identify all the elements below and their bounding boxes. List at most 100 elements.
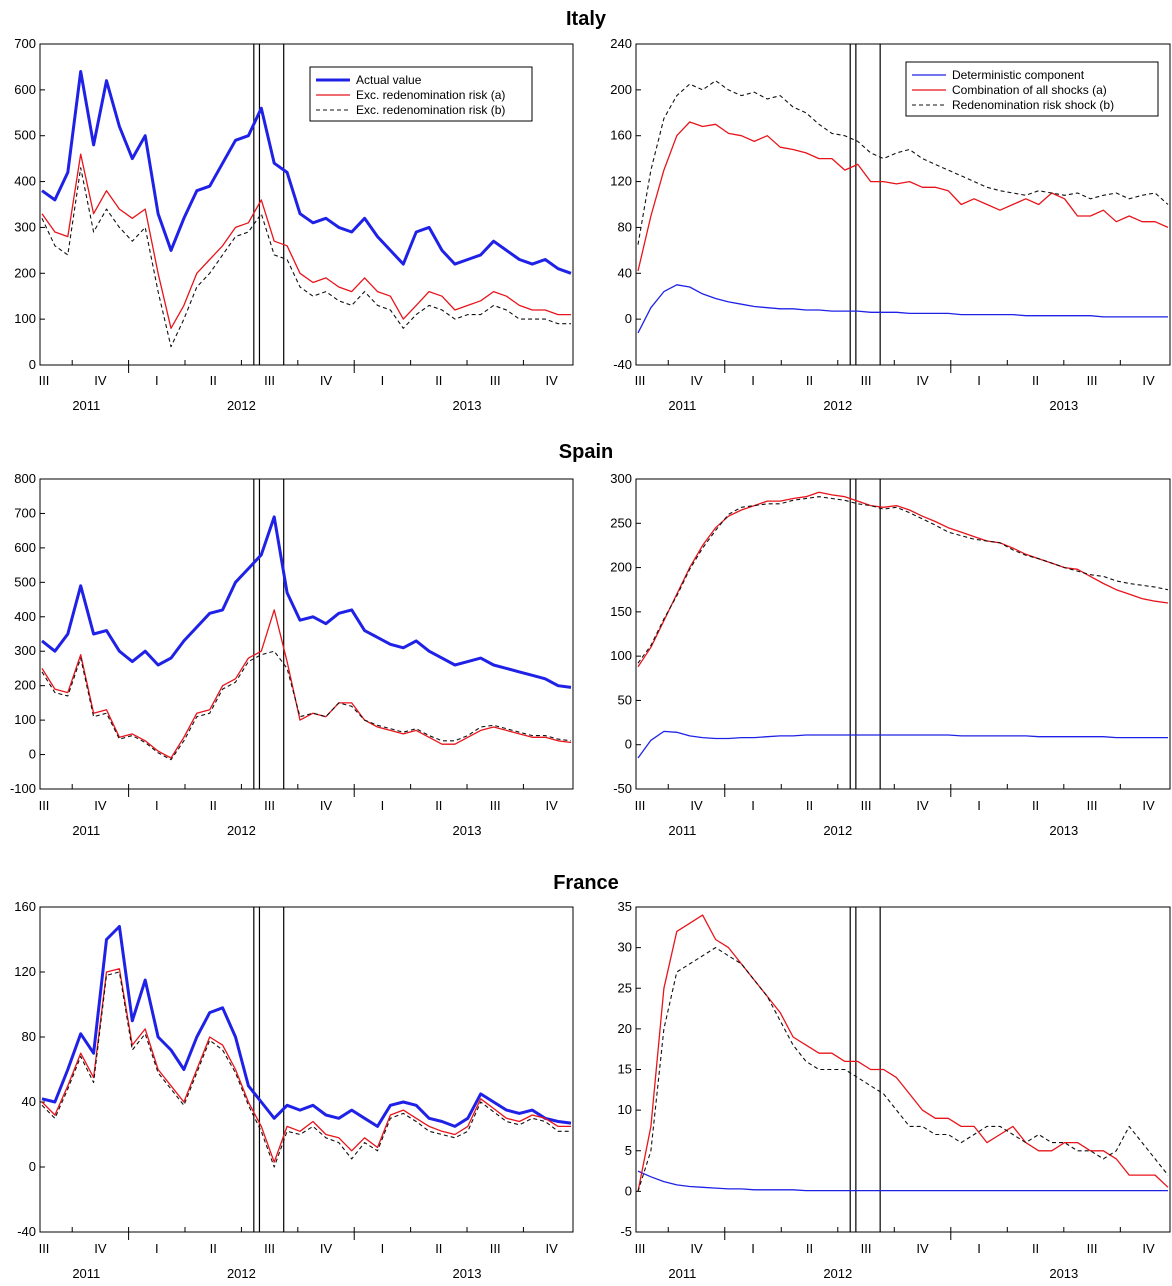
x-quarter-label: I bbox=[977, 373, 981, 388]
series-line-0 bbox=[637, 284, 1168, 334]
x-quarter-label: IV bbox=[320, 1241, 333, 1256]
x-quarter-label: I bbox=[751, 373, 755, 388]
x-quarter-label: IV bbox=[690, 1241, 703, 1256]
x-quarter-label: I bbox=[751, 1241, 755, 1256]
y-tick-label: 200 bbox=[610, 560, 632, 575]
x-year-label: 2013 bbox=[453, 1266, 482, 1281]
y-tick-label: 120 bbox=[610, 174, 632, 189]
x-quarter-label: IV bbox=[916, 373, 929, 388]
x-year-label: 2013 bbox=[1049, 398, 1078, 413]
y-tick-label: -40 bbox=[17, 1224, 36, 1239]
series-line-0 bbox=[41, 70, 572, 275]
row-title-italy: Italy bbox=[565, 8, 607, 30]
y-tick-label: 40 bbox=[22, 1094, 36, 1109]
y-tick-label: 250 bbox=[610, 515, 632, 530]
y-tick-label: 500 bbox=[14, 574, 36, 589]
x-quarter-label: IV bbox=[916, 1241, 929, 1256]
x-year-label: 2012 bbox=[227, 1266, 256, 1281]
y-tick-label: 25 bbox=[618, 980, 632, 995]
y-tick-label: 500 bbox=[14, 128, 36, 143]
x-quarter-label: IV bbox=[545, 1241, 558, 1256]
y-tick-label: 160 bbox=[14, 899, 36, 914]
x-quarter-label: III bbox=[264, 798, 275, 813]
legend-label: Redenomination risk shock (b) bbox=[952, 98, 1114, 112]
x-quarter-label: I bbox=[381, 798, 385, 813]
x-quarter-label: III bbox=[635, 1241, 646, 1256]
x-quarter-label: II bbox=[806, 798, 813, 813]
x-quarter-label: III bbox=[635, 373, 646, 388]
x-quarter-label: IV bbox=[94, 1241, 107, 1256]
x-quarter-label: IV bbox=[94, 798, 107, 813]
y-tick-label: 5 bbox=[625, 1143, 632, 1158]
x-quarter-label: IV bbox=[320, 798, 333, 813]
series-line-2 bbox=[41, 167, 571, 348]
y-tick-label: 100 bbox=[14, 311, 36, 326]
y-tick-label: 80 bbox=[618, 219, 632, 234]
x-quarter-label: III bbox=[861, 373, 872, 388]
x-quarter-label: III bbox=[264, 1241, 275, 1256]
y-tick-label: 160 bbox=[610, 128, 632, 143]
y-tick-label: 400 bbox=[14, 609, 36, 624]
y-tick-label: 0 bbox=[29, 747, 36, 762]
x-year-label: 2013 bbox=[1049, 1266, 1078, 1281]
x-quarter-label: III bbox=[490, 373, 501, 388]
series-line-1 bbox=[637, 491, 1169, 668]
x-quarter-label: III bbox=[635, 798, 646, 813]
series-line-2 bbox=[41, 971, 571, 1168]
x-quarter-label: II bbox=[210, 798, 217, 813]
y-tick-label: 0 bbox=[625, 737, 632, 752]
x-quarter-label: IV bbox=[1142, 373, 1155, 388]
x-year-label: 2012 bbox=[227, 823, 256, 838]
x-quarter-label: IV bbox=[1142, 798, 1155, 813]
y-tick-label: 0 bbox=[625, 311, 632, 326]
x-year-label: 2011 bbox=[668, 823, 696, 838]
y-tick-label: 600 bbox=[14, 82, 36, 97]
y-tick-label: 200 bbox=[610, 82, 632, 97]
x-quarter-label: II bbox=[1032, 373, 1039, 388]
y-tick-label: 700 bbox=[14, 36, 36, 51]
y-tick-label: 200 bbox=[14, 265, 36, 280]
y-tick-label: 300 bbox=[14, 219, 36, 234]
x-quarter-label: III bbox=[39, 798, 50, 813]
x-quarter-label: I bbox=[751, 798, 755, 813]
x-quarter-label: IV bbox=[94, 373, 107, 388]
x-year-label: 2012 bbox=[823, 823, 852, 838]
x-quarter-label: II bbox=[210, 373, 217, 388]
y-tick-label: 80 bbox=[22, 1029, 36, 1044]
plot-frame bbox=[39, 906, 574, 1233]
y-tick-label: 20 bbox=[618, 1021, 632, 1036]
x-quarter-label: IV bbox=[1142, 1241, 1155, 1256]
y-tick-label: 300 bbox=[14, 643, 36, 658]
y-tick-label: 35 bbox=[618, 899, 632, 914]
x-quarter-label: II bbox=[435, 798, 442, 813]
plot-frame bbox=[635, 478, 1171, 790]
x-quarter-label: III bbox=[861, 798, 872, 813]
y-tick-label: 240 bbox=[610, 36, 632, 51]
series-line-0 bbox=[41, 515, 572, 689]
x-quarter-label: IV bbox=[690, 373, 703, 388]
y-tick-label: 0 bbox=[29, 1159, 36, 1174]
legend-box bbox=[309, 66, 533, 122]
y-tick-label: 50 bbox=[618, 692, 632, 707]
legend-label: Actual value bbox=[356, 73, 422, 87]
y-tick-label: 30 bbox=[618, 940, 632, 955]
y-tick-label: 120 bbox=[14, 964, 36, 979]
x-quarter-label: I bbox=[155, 1241, 159, 1256]
x-year-label: 2013 bbox=[453, 398, 482, 413]
series-line-1 bbox=[41, 609, 572, 759]
x-year-label: 2013 bbox=[453, 823, 482, 838]
y-tick-label: 200 bbox=[14, 678, 36, 693]
legend-box bbox=[905, 61, 1159, 117]
y-tick-label: 15 bbox=[618, 1062, 632, 1077]
x-quarter-label: III bbox=[39, 1241, 50, 1256]
plot-frame bbox=[39, 478, 574, 790]
legend-label: Exc. redenomination risk (a) bbox=[356, 88, 505, 102]
x-quarter-label: IV bbox=[690, 798, 703, 813]
y-tick-label: 40 bbox=[618, 265, 632, 280]
y-tick-label: 150 bbox=[610, 604, 632, 619]
x-quarter-label: III bbox=[861, 1241, 872, 1256]
x-year-label: 2012 bbox=[823, 398, 852, 413]
plot-frame bbox=[635, 43, 1171, 366]
